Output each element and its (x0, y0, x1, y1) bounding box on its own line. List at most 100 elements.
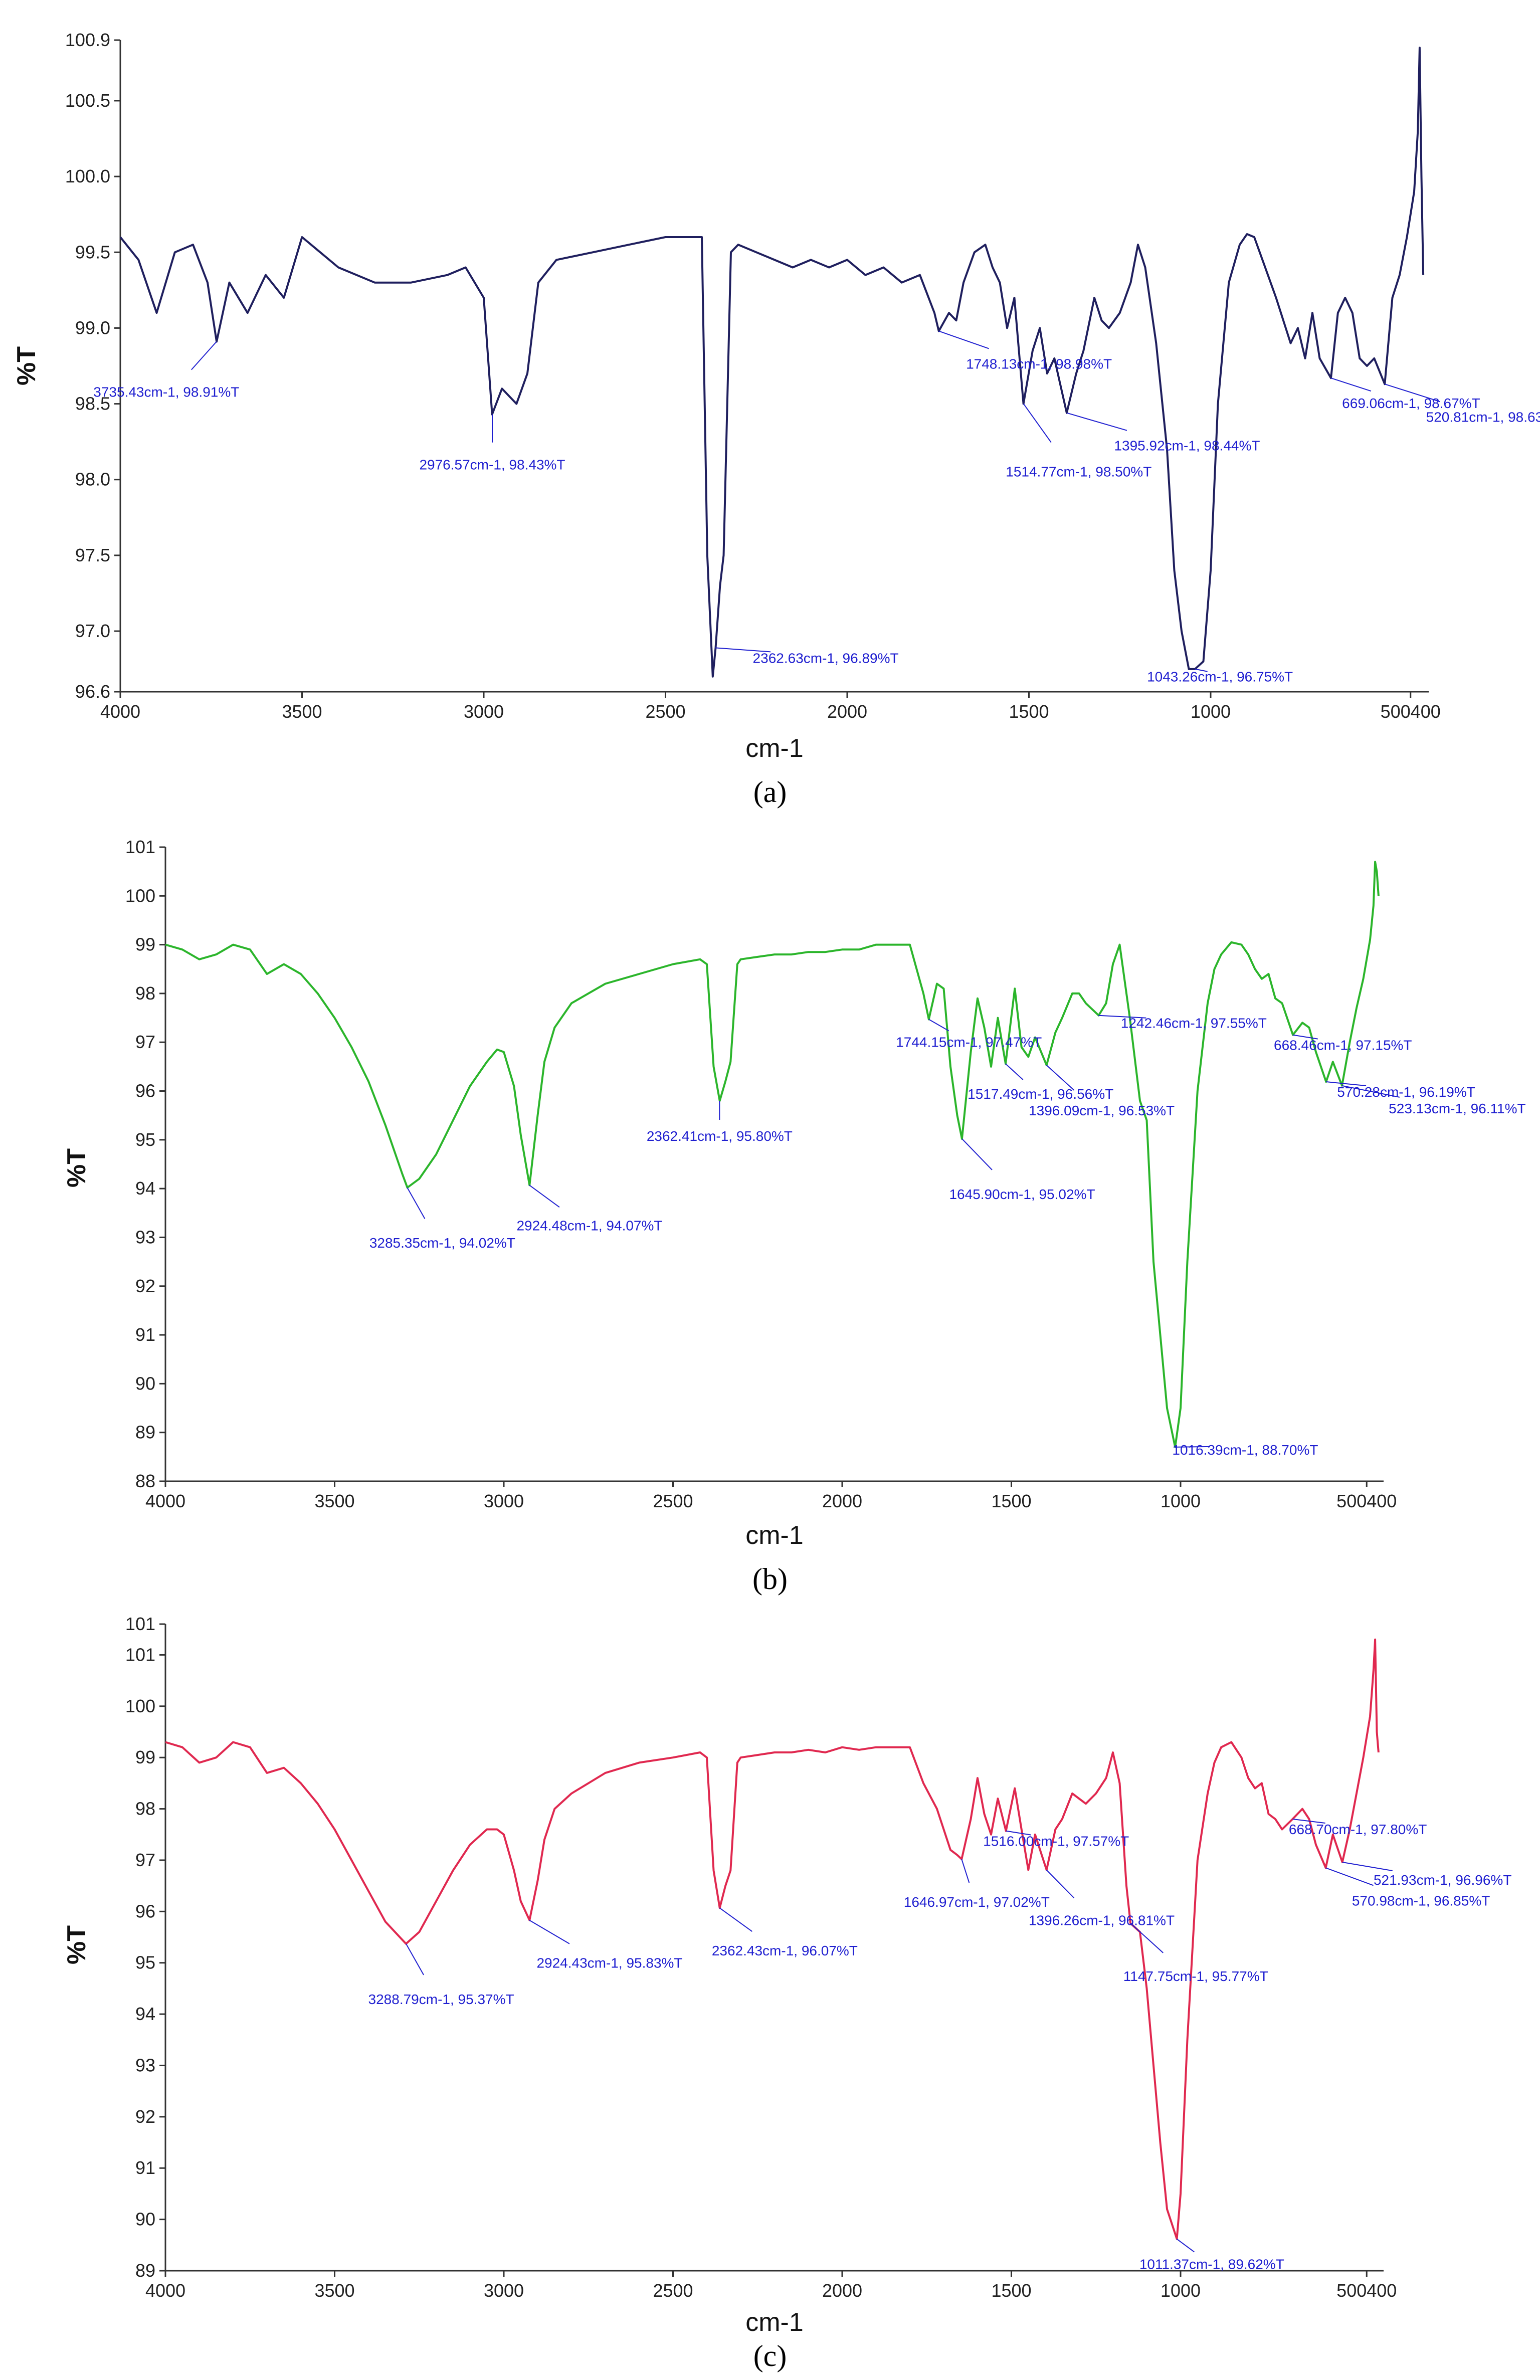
y-tick-label: 91 (135, 2157, 155, 2178)
y-axis-label: %T (62, 1925, 91, 1964)
y-tick-label: 100 (125, 1696, 155, 1716)
x-tick-label: 2000 (822, 2280, 862, 2301)
annotation-leader (529, 1184, 560, 1208)
peak-annotation: 3735.43cm-1, 98.91%T (93, 384, 239, 400)
x-tick-label: 1000 (1191, 701, 1231, 722)
y-tick-label: 97 (135, 1850, 155, 1870)
y-tick-label: 99.0 (75, 317, 110, 338)
x-tick-label: 4000 (100, 701, 140, 722)
peak-annotation: 1396.26cm-1, 96.81%T (1029, 1912, 1175, 1928)
annotation-leader (1098, 1015, 1146, 1019)
peak-annotation: 570.98cm-1, 96.85%T (1352, 1893, 1490, 1908)
y-tick-label: 94 (135, 2004, 155, 2024)
x-tick-label: 3000 (464, 701, 504, 722)
x-tick-label: 4000 (145, 2280, 185, 2301)
annotation-leader (1325, 1081, 1367, 1087)
y-tick-label: 101 (125, 837, 155, 857)
x-tick-label: 3500 (314, 2280, 354, 2301)
panel-b-label: (b) (752, 1562, 788, 1596)
x-tick-label: 1500 (991, 2280, 1031, 2301)
peak-annotation: 1396.09cm-1, 96.53%T (1029, 1103, 1175, 1118)
y-tick-label: 99 (135, 934, 155, 955)
y-tick-label: 89 (135, 1422, 155, 1443)
peak-annotation: 523.13cm-1, 96.11%T (1389, 1101, 1525, 1116)
y-tick-label: 100 (125, 885, 155, 906)
peak-annotation: 1011.37cm-1, 89.62%T (1139, 2257, 1284, 2272)
spectrum-line (165, 1638, 1380, 2240)
y-tick-label: 100.0 (65, 166, 110, 186)
annotation-leader (1066, 412, 1127, 431)
y-tick-label: 88 (135, 1471, 155, 1491)
y-tick-label: 90 (135, 2209, 155, 2230)
peak-annotation: 1645.90cm-1, 95.02%T (949, 1186, 1095, 1202)
y-tick-label: 96.6 (75, 681, 110, 702)
annotation-leader (938, 330, 989, 349)
peak-annotation: 1016.39cm-1, 88.70%T (1172, 1442, 1318, 1458)
x-tick-label: 500400 (1336, 1491, 1397, 1511)
y-axis-label: %T (62, 1148, 91, 1187)
peak-annotation: 1147.75cm-1, 95.77%T (1123, 1968, 1268, 1984)
peak-annotation: 2924.43cm-1, 95.83%T (536, 1955, 682, 1971)
x-tick-label: 4000 (145, 1491, 185, 1511)
peak-annotation: 521.93cm-1, 96.96%T (1374, 1872, 1512, 1888)
peak-annotation: 2976.57cm-1, 98.43%T (419, 457, 565, 473)
annotation-leader (191, 341, 217, 370)
x-tick-label: 3500 (282, 701, 322, 722)
annotation-leader (1330, 377, 1372, 392)
peak-annotation: 1517.49cm-1, 96.56%T (968, 1086, 1113, 1102)
y-tick-label: 92 (135, 1276, 155, 1296)
peak-annotation: 2362.63cm-1, 96.89%T (753, 650, 899, 666)
peak-annotation: 570.28cm-1, 96.19%T (1337, 1084, 1475, 1100)
x-tick-label: 500400 (1381, 701, 1441, 722)
y-tick-label: 97.0 (75, 621, 110, 641)
y-tick-label: 100.9 (65, 30, 110, 50)
annotation-leader (1046, 1065, 1075, 1091)
annotation-leader (1005, 1063, 1024, 1080)
x-tick-label: 3500 (314, 1491, 354, 1511)
x-axis-label: cm-1 (745, 1521, 804, 1550)
y-tick-label: 92 (135, 2106, 155, 2127)
x-tick-label: 3000 (484, 1491, 524, 1511)
y-tick-label: 90 (135, 1373, 155, 1394)
annotation-leader (406, 1943, 424, 1975)
y-tick-label: 93 (135, 1227, 155, 1247)
y-tick-label: 94 (135, 1178, 155, 1199)
peak-annotation: 668.46cm-1, 97.15%T (1274, 1038, 1412, 1053)
peak-annotation: 668.70cm-1, 97.80%T (1289, 1822, 1427, 1837)
panel-a-label: (a) (753, 775, 787, 809)
y-tick-label: 98 (135, 983, 155, 1004)
x-tick-label: 2500 (645, 701, 685, 722)
panel-c-chart: 4000 3500 3000 2500 2000 1500 1000 500400 89 90 91… (62, 1614, 1511, 2337)
annotation-leader (1130, 1923, 1164, 1953)
spectrum-line (165, 861, 1380, 1448)
y-tick-label: 101 (125, 1614, 155, 1634)
annotation-leader (1341, 1085, 1400, 1098)
peak-annotation: 1043.26cm-1, 96.75%T (1147, 669, 1293, 685)
annotation-leader (1325, 1867, 1374, 1886)
y-tick-label: 97 (135, 1032, 155, 1052)
peak-annotation: 1646.97cm-1, 97.02%T (904, 1894, 1050, 1910)
y-tick-label: 93 (135, 2055, 155, 2075)
annotation-leader (1176, 2238, 1195, 2253)
x-tick-label: 2000 (827, 701, 867, 722)
x-tick-label: 1500 (1009, 701, 1049, 722)
peak-annotation: 1242.46cm-1, 97.55%T (1121, 1016, 1267, 1031)
spectrum-line (119, 47, 1425, 678)
annotation-leader (1342, 1862, 1393, 1872)
peak-annotation: 3288.79cm-1, 95.37%T (368, 1992, 514, 2007)
annotation-leader (1292, 1034, 1318, 1040)
y-tick-label: 95 (135, 1952, 155, 1973)
annotation-leader (1292, 1819, 1325, 1824)
peak-annotation: 2924.48cm-1, 94.07%T (516, 1218, 662, 1233)
peak-annotation: 2362.43cm-1, 96.07%T (712, 1943, 858, 1958)
annotation-leader (1023, 404, 1052, 443)
y-tick-label: 100.5 (65, 90, 110, 111)
y-tick-label: 95 (135, 1129, 155, 1150)
y-tick-label: 89 (135, 2260, 155, 2281)
peak-annotation: 520.81cm-1, 98.63%T (1426, 409, 1540, 425)
y-tick-label: 96 (135, 1081, 155, 1101)
annotation-leader (715, 647, 771, 653)
peak-annotation: 3285.35cm-1, 94.02%T (369, 1235, 515, 1251)
annotation-leader (961, 1859, 970, 1883)
